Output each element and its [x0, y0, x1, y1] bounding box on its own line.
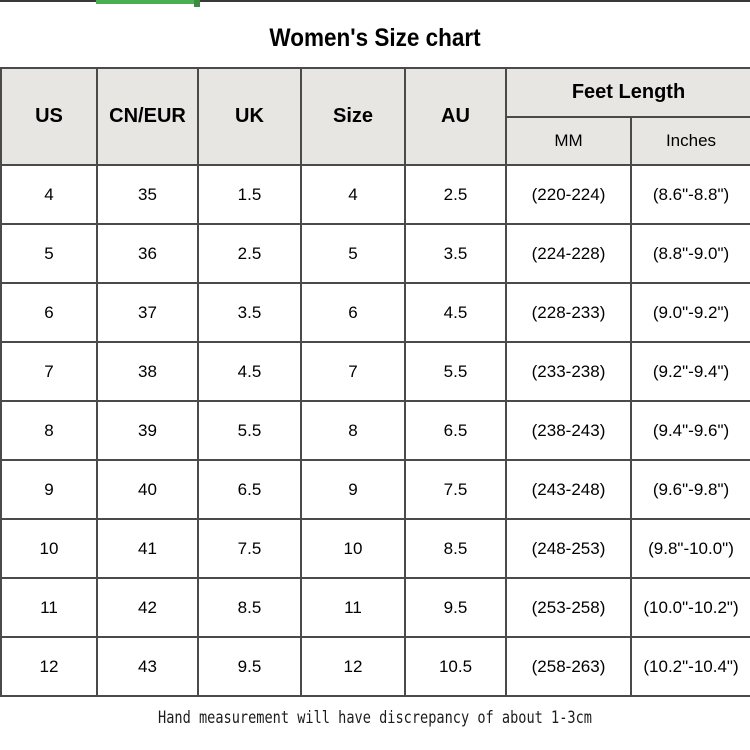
- cell-us: 5: [0, 223, 98, 284]
- column-header-au: AU: [404, 67, 507, 166]
- cell-au: 2.5: [404, 164, 507, 225]
- page-title: Women's Size chart: [269, 24, 481, 52]
- column-group-header-feet-length: Feet Length: [505, 67, 750, 118]
- cell-mm: (233-238): [505, 341, 632, 402]
- cell-au: 4.5: [404, 282, 507, 343]
- cell-uk: 5.5: [197, 400, 302, 461]
- table-row: 5 36 2.5 5 3.5 (224-228) (8.8"-9.0"): [0, 223, 750, 284]
- cell-uk: 4.5: [197, 341, 302, 402]
- cell-mm: (224-228): [505, 223, 632, 284]
- column-header-cn-eur: CN/EUR: [96, 67, 199, 166]
- header-row-top: US CN/EUR UK Size AU Feet Length: [0, 67, 750, 166]
- table-row: 4 35 1.5 4 2.5 (220-224) (8.6"-8.8"): [0, 164, 750, 225]
- cell-inches: (10.0"-10.2"): [630, 577, 750, 638]
- cell-us: 6: [0, 282, 98, 343]
- cell-au: 6.5: [404, 400, 507, 461]
- cell-size: 4: [300, 164, 406, 225]
- cell-us: 4: [0, 164, 98, 225]
- cell-us: 11: [0, 577, 98, 638]
- cell-mm: (258-263): [505, 636, 632, 697]
- table-row: 12 43 9.5 12 10.5 (258-263) (10.2"-10.4"…: [0, 636, 750, 697]
- column-header-mm: MM: [505, 116, 632, 166]
- cell-us: 8: [0, 400, 98, 461]
- cell-cn-eur: 40: [96, 459, 199, 520]
- table-row: 10 41 7.5 10 8.5 (248-253) (9.8"-10.0"): [0, 518, 750, 579]
- table-header: US CN/EUR UK Size AU Feet Length MM Inch…: [0, 67, 750, 166]
- size-chart-table: US CN/EUR UK Size AU Feet Length MM Inch…: [0, 67, 750, 697]
- cell-size: 8: [300, 400, 406, 461]
- cell-cn-eur: 43: [96, 636, 199, 697]
- cell-au: 10.5: [404, 636, 507, 697]
- top-edge-line: [0, 0, 750, 2]
- cell-au: 7.5: [404, 459, 507, 520]
- cell-cn-eur: 42: [96, 577, 199, 638]
- table-row: 11 42 8.5 11 9.5 (253-258) (10.0"-10.2"): [0, 577, 750, 638]
- cell-size: 10: [300, 518, 406, 579]
- cell-au: 8.5: [404, 518, 507, 579]
- table-row: 7 38 4.5 7 5.5 (233-238) (9.2"-9.4"): [0, 341, 750, 402]
- cell-us: 12: [0, 636, 98, 697]
- cell-mm: (238-243): [505, 400, 632, 461]
- cell-inches: (9.8"-10.0"): [630, 518, 750, 579]
- cell-size: 11: [300, 577, 406, 638]
- cell-uk: 1.5: [197, 164, 302, 225]
- cell-inches: (9.6"-9.8"): [630, 459, 750, 520]
- cell-uk: 6.5: [197, 459, 302, 520]
- cell-inches: (9.2"-9.4"): [630, 341, 750, 402]
- cell-au: 5.5: [404, 341, 507, 402]
- cell-mm: (248-253): [505, 518, 632, 579]
- cell-size: 12: [300, 636, 406, 697]
- cell-au: 9.5: [404, 577, 507, 638]
- cell-uk: 3.5: [197, 282, 302, 343]
- column-header-us: US: [0, 67, 98, 166]
- table-row: 6 37 3.5 6 4.5 (228-233) (9.0"-9.2"): [0, 282, 750, 343]
- cell-cn-eur: 37: [96, 282, 199, 343]
- cell-size: 7: [300, 341, 406, 402]
- table-body: 4 35 1.5 4 2.5 (220-224) (8.6"-8.8") 5 3…: [0, 164, 750, 697]
- table-row: 8 39 5.5 8 6.5 (238-243) (9.4"-9.6"): [0, 400, 750, 461]
- column-selection-bar: [96, 0, 200, 7]
- cell-cn-eur: 41: [96, 518, 199, 579]
- cell-mm: (228-233): [505, 282, 632, 343]
- cell-mm: (253-258): [505, 577, 632, 638]
- table-row: 9 40 6.5 9 7.5 (243-248) (9.6"-9.8"): [0, 459, 750, 520]
- cell-cn-eur: 38: [96, 341, 199, 402]
- cell-inches: (10.2"-10.4"): [630, 636, 750, 697]
- cell-uk: 2.5: [197, 223, 302, 284]
- cell-inches: (9.0"-9.2"): [630, 282, 750, 343]
- column-header-inches: Inches: [630, 116, 750, 166]
- cell-us: 9: [0, 459, 98, 520]
- cell-cn-eur: 35: [96, 164, 199, 225]
- cell-au: 3.5: [404, 223, 507, 284]
- cell-uk: 8.5: [197, 577, 302, 638]
- measurement-disclaimer: Hand measurement will have discrepancy o…: [158, 708, 592, 728]
- cell-inches: (8.6"-8.8"): [630, 164, 750, 225]
- cell-cn-eur: 36: [96, 223, 199, 284]
- cell-inches: (9.4"-9.6"): [630, 400, 750, 461]
- cell-uk: 9.5: [197, 636, 302, 697]
- cell-inches: (8.8"-9.0"): [630, 223, 750, 284]
- column-header-uk: UK: [197, 67, 302, 166]
- cell-size: 5: [300, 223, 406, 284]
- cell-mm: (243-248): [505, 459, 632, 520]
- cell-uk: 7.5: [197, 518, 302, 579]
- cell-cn-eur: 39: [96, 400, 199, 461]
- cell-us: 7: [0, 341, 98, 402]
- column-header-size: Size: [300, 67, 406, 166]
- cell-size: 6: [300, 282, 406, 343]
- cell-us: 10: [0, 518, 98, 579]
- cell-mm: (220-224): [505, 164, 632, 225]
- cell-size: 9: [300, 459, 406, 520]
- header-row-sub: MM Inches: [1, 116, 750, 166]
